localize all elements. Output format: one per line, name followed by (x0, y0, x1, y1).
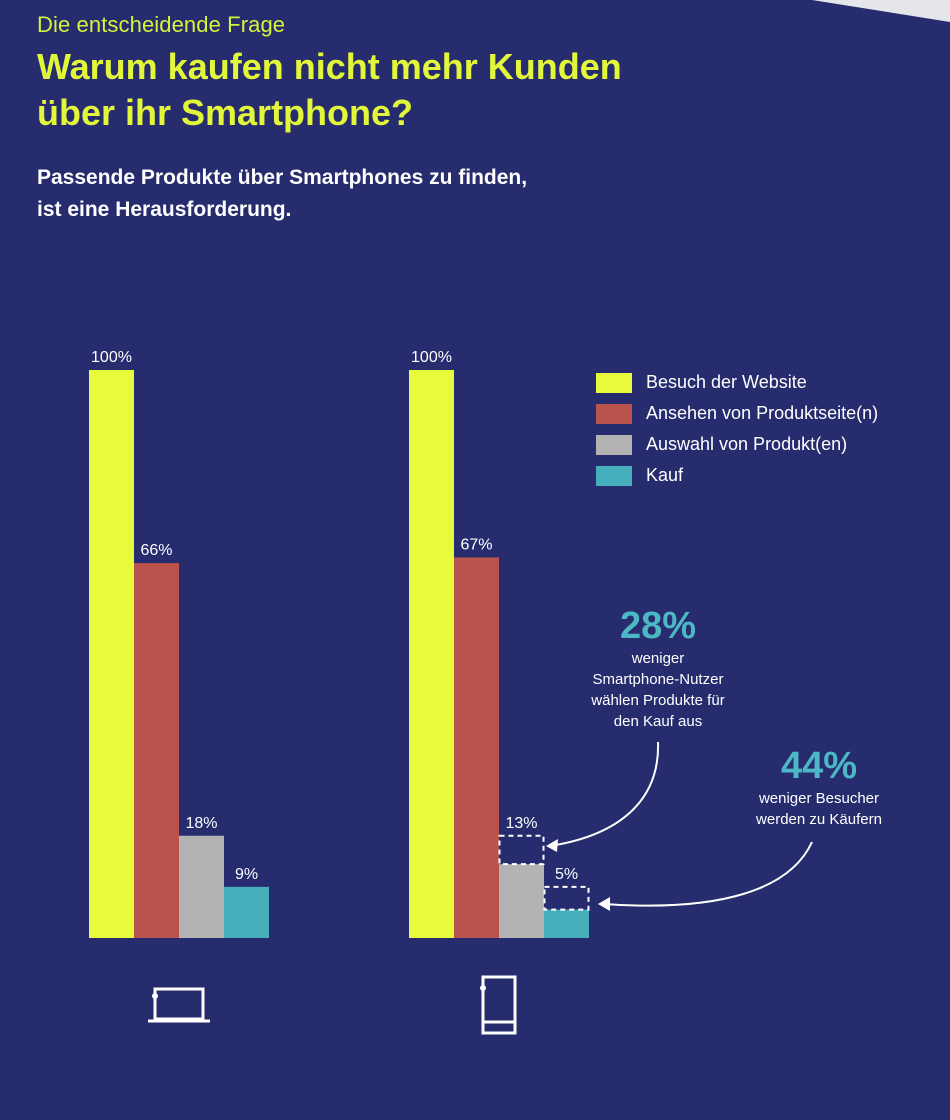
page-subtitle: Passende Produkte über Smartphones zu fi… (37, 166, 528, 221)
bar-desktop-product-pages (134, 563, 179, 938)
legend-label: Ansehen von Produktseite(n) (646, 403, 879, 423)
bar-value-label: 66% (140, 542, 172, 559)
bar-value-label: 100% (91, 349, 132, 366)
callout-value: 44% (780, 745, 858, 787)
bar-smartphone-product-selection (499, 864, 544, 938)
bar-desktop-purchase (224, 886, 269, 938)
gap-marker (498, 834, 545, 866)
smartphone-icon (480, 975, 517, 1035)
callout-44-percent: 44% weniger Besucher werden zu Käufern (724, 744, 914, 830)
legend-label: Kauf (646, 465, 684, 485)
bar-value-label: 67% (460, 536, 492, 553)
callout-line: weniger Besucher (758, 790, 880, 807)
callout-28-percent: 28% weniger Smartphone-Nutzer wählen Pro… (560, 604, 756, 732)
bar-smartphone-product-pages (454, 557, 499, 938)
bar-value-label: 100% (411, 349, 452, 366)
legend-label: Auswahl von Produkt(en) (646, 434, 848, 454)
arrow-28-head (546, 839, 558, 852)
bar-smartphone-purchase (544, 909, 589, 938)
kicker-text: Die entscheidende Frage (37, 12, 286, 37)
legend-swatch (596, 434, 632, 455)
arrow-44-head (598, 897, 610, 911)
callout-line: den Kauf aus (613, 713, 703, 730)
legend-item-product-selection: Auswahl von Produkt(en) (596, 429, 878, 460)
bar-value-label: 5% (555, 866, 578, 883)
callout-line: wählen Produkte für (591, 692, 725, 709)
page-title: Warum kaufen nicht mehr Kunden über ihr … (37, 46, 622, 133)
bar-desktop-website-visit (89, 370, 134, 938)
bars-layer (89, 370, 589, 938)
callout-value: 28% (619, 605, 697, 647)
laptop-icon (148, 987, 210, 1023)
legend-label: Besuch der Website (646, 372, 807, 392)
bar-desktop-product-selection (179, 835, 224, 938)
gap-markers-layer (498, 834, 590, 911)
arrow-28-percent (549, 741, 660, 847)
callout-line: Smartphone-Nutzer (592, 671, 724, 688)
arrow-44-percent (603, 841, 813, 907)
gap-marker (543, 885, 590, 911)
legend-swatch (596, 372, 632, 393)
bar-smartphone-website-visit (409, 370, 454, 938)
legend-swatch (596, 465, 632, 486)
bar-value-label: 9% (235, 866, 258, 883)
legend-item-purchase: Kauf (596, 460, 878, 491)
bar-value-label: 18% (185, 815, 217, 832)
chart-legend: Besuch der Website Ansehen von Produktse… (596, 367, 878, 491)
callout-line: werden zu Käufern (756, 811, 882, 828)
legend-item-product-pages: Ansehen von Produktseite(n) (596, 398, 878, 429)
corner-decoration (812, 0, 950, 22)
data-labels-layer: 100% 66% 18% 9% 100% 67% 13% 5% (91, 349, 578, 883)
legend-swatch (596, 403, 632, 424)
bar-value-label: 13% (505, 815, 537, 832)
legend-item-website-visit: Besuch der Website (596, 367, 878, 398)
callout-line: weniger (631, 650, 685, 667)
